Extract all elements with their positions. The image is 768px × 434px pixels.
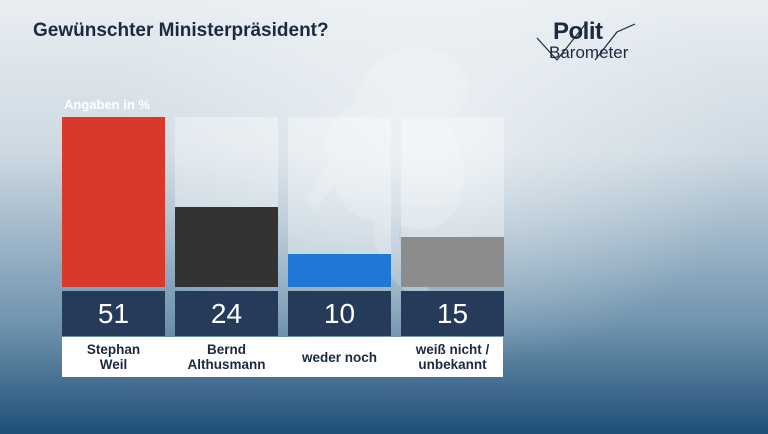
bar <box>401 237 504 287</box>
data-label: 51 <box>62 291 165 336</box>
bar <box>288 254 391 287</box>
logo-text-barometer: Barometer <box>549 43 629 62</box>
data-label: 24 <box>175 291 278 336</box>
unit-label: Angaben in % <box>64 97 150 112</box>
bar <box>175 207 278 287</box>
horse-watermark-icon <box>305 48 469 295</box>
logo-check-icon <box>536 21 636 61</box>
category-label: Stephan Weil <box>86 342 141 372</box>
category-label-strip <box>62 337 503 377</box>
politbarometer-logo: Polit Barometer <box>535 18 645 70</box>
logo-text-polit: Polit <box>553 18 603 45</box>
page-title: Gewünschter Ministerpräsident? <box>33 20 329 41</box>
category-label: Bernd Althusmann <box>187 342 266 372</box>
data-label: 15 <box>401 291 504 336</box>
bar <box>62 117 165 287</box>
category-label: weder noch <box>301 349 377 365</box>
category-label: weiß nicht / unbekannt <box>415 342 490 372</box>
data-label: 10 <box>288 291 391 336</box>
